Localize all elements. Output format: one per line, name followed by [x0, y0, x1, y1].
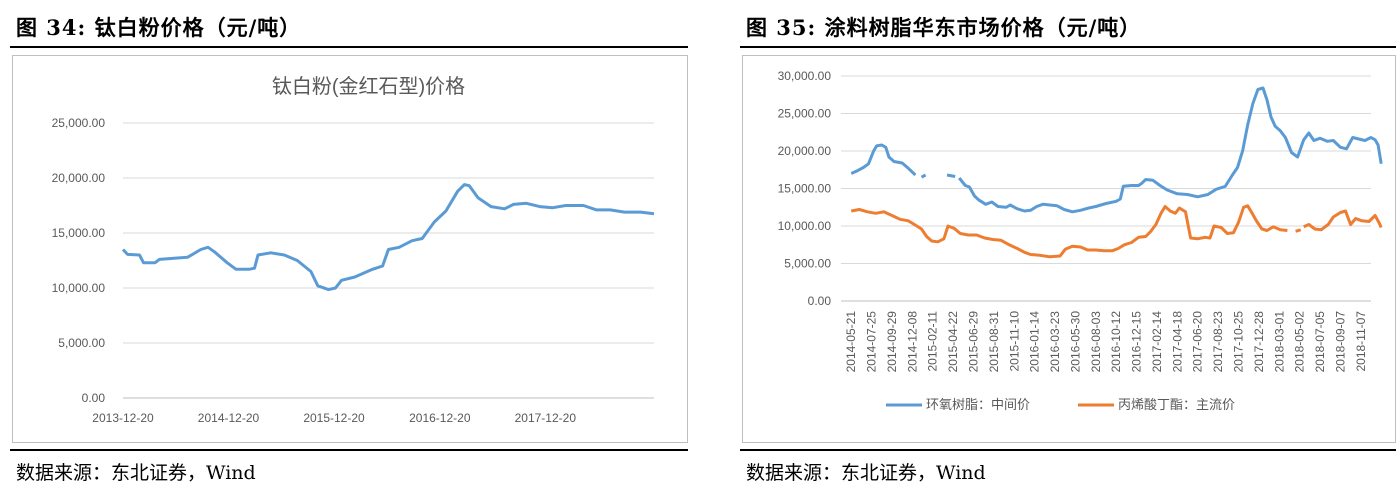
- x-tick-label: 2015-02-11: [926, 311, 940, 372]
- x-tick-label: 2015-08-31: [987, 311, 1001, 373]
- y-tick-label: 10,000.00: [52, 281, 106, 295]
- x-tick-label: 2017-12-28: [1252, 311, 1266, 373]
- legend-label: 丙烯酸丁酯：主流价: [1118, 397, 1235, 412]
- figure-title: 图 35: 涂料树脂华东市场价格（元/吨）: [746, 15, 1142, 40]
- bottom-rule: [740, 449, 1396, 451]
- x-tick-label: 2017-10-25: [1232, 311, 1246, 373]
- x-tick-label: 2017-08-23: [1211, 311, 1225, 373]
- x-tick-label: 2015-12-20: [303, 411, 365, 425]
- x-tick-label: 2016-01-14: [1028, 311, 1042, 373]
- x-tick-label: 2018-03-01: [1272, 311, 1286, 373]
- x-tick-label: 2013-12-20: [92, 411, 154, 425]
- y-tick-label: 5,000.00: [58, 336, 105, 350]
- x-tick-label: 2017-06-20: [1191, 311, 1205, 373]
- x-tick-label: 2014-12-20: [198, 411, 260, 425]
- y-tick-label: 15,000.00: [778, 182, 832, 196]
- x-tick-label: 2017-02-14: [1150, 311, 1164, 373]
- y-tick-label: 25,000.00: [778, 107, 832, 121]
- epoxy-resin-line: [958, 86, 1383, 214]
- y-tick-label: 20,000.00: [52, 171, 106, 185]
- price-line: [121, 183, 655, 292]
- y-tick-label: 10,000.00: [778, 219, 832, 233]
- x-tick-label: 2016-10-12: [1109, 311, 1123, 373]
- chart-frame: 钛白粉(金红石型)价格 0.00 5,000.00 10,000.00 15,000.0…: [12, 55, 688, 443]
- y-tick-label: 20,000.00: [778, 144, 832, 158]
- legend-label: 环氧树脂：中间价: [926, 397, 1030, 412]
- coating-resin-price-chart: 0.00 5,000.00 10,000.00 15,000.00 20,000.00 2…: [778, 69, 1383, 412]
- x-tick-label: 2014-12-08: [905, 311, 919, 373]
- figure-title: 图 34: 钛白粉价格（元/吨）: [16, 15, 302, 40]
- title-rule: [10, 46, 688, 48]
- y-tick-label: 5,000.00: [784, 257, 831, 271]
- x-tick-label: 2016-08-03: [1089, 311, 1103, 373]
- x-tick-label: 2016-12-20: [409, 411, 471, 425]
- y-tick-label: 15,000.00: [52, 226, 106, 240]
- x-tick-label: 2017-12-20: [515, 411, 577, 425]
- butyl-acrylate-line: [850, 204, 1288, 259]
- epoxy-resin-line: [850, 143, 917, 177]
- x-tick-label: 2015-06-29: [967, 311, 981, 373]
- epoxy-resin-line: [946, 173, 956, 178]
- y-tick-label: 25,000.00: [52, 116, 106, 130]
- x-tick-label: 2018-09-07: [1333, 311, 1347, 373]
- x-tick-label: 2015-04-22: [946, 311, 960, 373]
- x-tick-label: 2014-05-21: [844, 311, 858, 373]
- bottom-rule: [10, 449, 688, 451]
- x-tick-label: 2014-09-29: [885, 311, 899, 373]
- x-tick-label: 2018-07-05: [1313, 311, 1327, 373]
- butyl-acrylate-line: [1303, 209, 1383, 232]
- titanium-dioxide-price-chart: 钛白粉(金红石型)价格 0.00 5,000.00 10,000.00 15,000.0…: [52, 75, 655, 425]
- chart-frame: 0.00 5,000.00 10,000.00 15,000.00 20,000.00 2…: [742, 55, 1396, 443]
- x-tick-label: 2016-12-15: [1130, 311, 1144, 373]
- y-tick-label: 0.00: [82, 391, 106, 405]
- x-tick-label: 2016-03-23: [1048, 311, 1062, 373]
- x-tick-label: 2018-11-07: [1354, 311, 1368, 372]
- epoxy-resin-line: [920, 173, 927, 179]
- data-source: 数据来源：东北证券，Wind: [746, 462, 986, 484]
- butyl-acrylate-line: [1295, 228, 1302, 233]
- x-tick-label: 2014-07-25: [865, 311, 879, 373]
- x-tick-label: 2017-04-18: [1170, 311, 1184, 373]
- x-tick-label: 2015-11-10: [1007, 311, 1021, 372]
- y-tick-label: 30,000.00: [778, 69, 832, 83]
- chart-title: 钛白粉(金红石型)价格: [272, 75, 465, 98]
- x-tick-label: 2018-05-02: [1293, 311, 1307, 373]
- y-tick-label: 0.00: [808, 294, 832, 308]
- title-rule: [740, 46, 1396, 48]
- x-tick-label: 2016-05-30: [1068, 311, 1082, 373]
- data-source: 数据来源：东北证券，Wind: [16, 462, 256, 484]
